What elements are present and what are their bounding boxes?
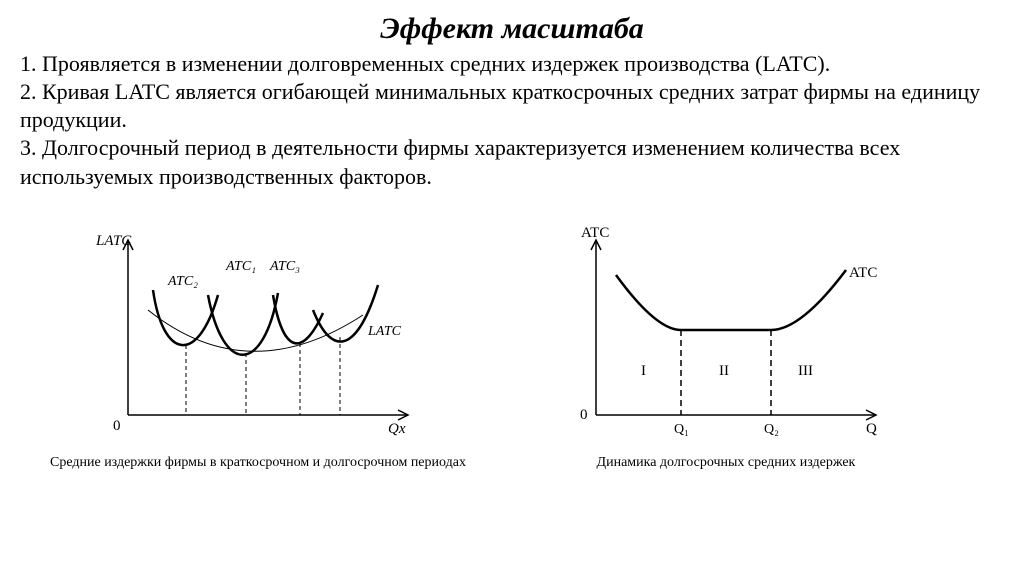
chart2-q2-label: Q₂ [764, 422, 779, 437]
chart2-origin: 0 [580, 407, 588, 423]
page-title: Эффект масштаба [20, 12, 1004, 46]
atc1-curve [208, 293, 278, 355]
chart2-xlabel: Q [866, 421, 877, 437]
chart1-label-atc2: ATC₂ [167, 274, 198, 289]
chart1-origin: 0 [113, 418, 121, 434]
chart2-region-ii: II [719, 363, 729, 379]
atc-curve [616, 270, 846, 330]
chart-left-block: LATC 0 Qx ATC₂ ATC₁ ATC₃ LATC Средние из… [50, 215, 466, 471]
chart1-label-atc3: ATC₃ [269, 259, 300, 274]
chart1-label-atc1: ATC₁ [225, 259, 256, 274]
chart2-caption: Динамика долгосрочных средних издержек [597, 455, 856, 471]
chart-left-svg: LATC 0 Qx ATC₂ ATC₁ ATC₃ LATC [78, 215, 438, 445]
bullet-2: 2. Кривая LATC является огибающей минима… [20, 78, 1004, 134]
bullet-list: 1. Проявляется в изменении долговременны… [20, 50, 1004, 191]
chart2-q1-label: Q₁ [674, 422, 689, 437]
chart1-label-latc: LATC [367, 324, 402, 339]
chart-right-block: ATC 0 Q ATC I II III Q₁ Q₂ Динамика долг… [546, 215, 906, 471]
chart-right-svg: ATC 0 Q ATC I II III Q₁ Q₂ [546, 215, 906, 445]
bullet-3: 3. Долгосрочный период в деятельности фи… [20, 134, 1004, 190]
chart1-ylabel: LATC [95, 233, 132, 249]
chart1-xlabel: Qx [388, 421, 406, 437]
chart2-region-iii: III [798, 363, 813, 379]
atc3-curve-seg [273, 295, 323, 343]
chart2-region-i: I [641, 363, 646, 379]
bullet-1: 1. Проявляется в изменении долговременны… [20, 50, 1004, 78]
chart1-caption: Средние издержки фирмы в краткосрочном и… [50, 455, 466, 471]
chart2-atc-label: ATC [849, 265, 877, 281]
chart2-ylabel: ATC [581, 225, 609, 241]
charts-row: LATC 0 Qx ATC₂ ATC₁ ATC₃ LATC Средние из… [20, 215, 1004, 471]
